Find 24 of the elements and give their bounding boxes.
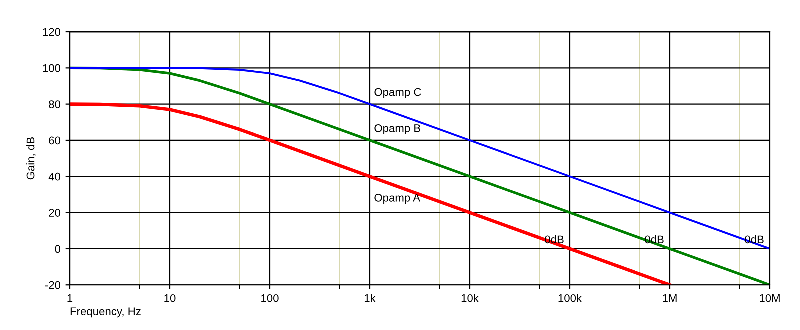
annotation: Opamp A — [374, 194, 420, 204]
y-tick-label: 80 — [49, 100, 61, 108]
x-axis-title: Frequency, Hz — [70, 308, 141, 318]
x-tick-label: 10 — [164, 294, 176, 302]
annotation: Opamp C — [374, 88, 422, 98]
y-tick-label: -20 — [45, 281, 61, 290]
x-tick-label: 10M — [760, 294, 780, 302]
x-tick-label: 1 — [68, 294, 73, 302]
y-tick-label: 0 — [55, 245, 61, 254]
annotation: 0dB — [645, 235, 664, 244]
y-tick-label: 40 — [48, 172, 61, 181]
y-tick-label: 100 — [43, 64, 61, 72]
y-axis-title: Gain, dB — [26, 138, 36, 180]
x-tick-label: 100k — [558, 294, 582, 302]
x-tick-label: 1M — [663, 294, 677, 302]
annotation: 0dB — [545, 235, 564, 244]
y-tick-label: 20 — [49, 209, 61, 217]
y-tick-label: 120 — [43, 28, 61, 36]
annotation: Opamp B — [374, 124, 421, 135]
annotation: 0dB — [745, 235, 764, 244]
x-tick-label: 100 — [262, 294, 279, 302]
x-tick-label: 10k — [462, 294, 479, 302]
y-tick-label: 60 — [49, 136, 61, 145]
x-tick-label: 1k — [364, 294, 376, 302]
